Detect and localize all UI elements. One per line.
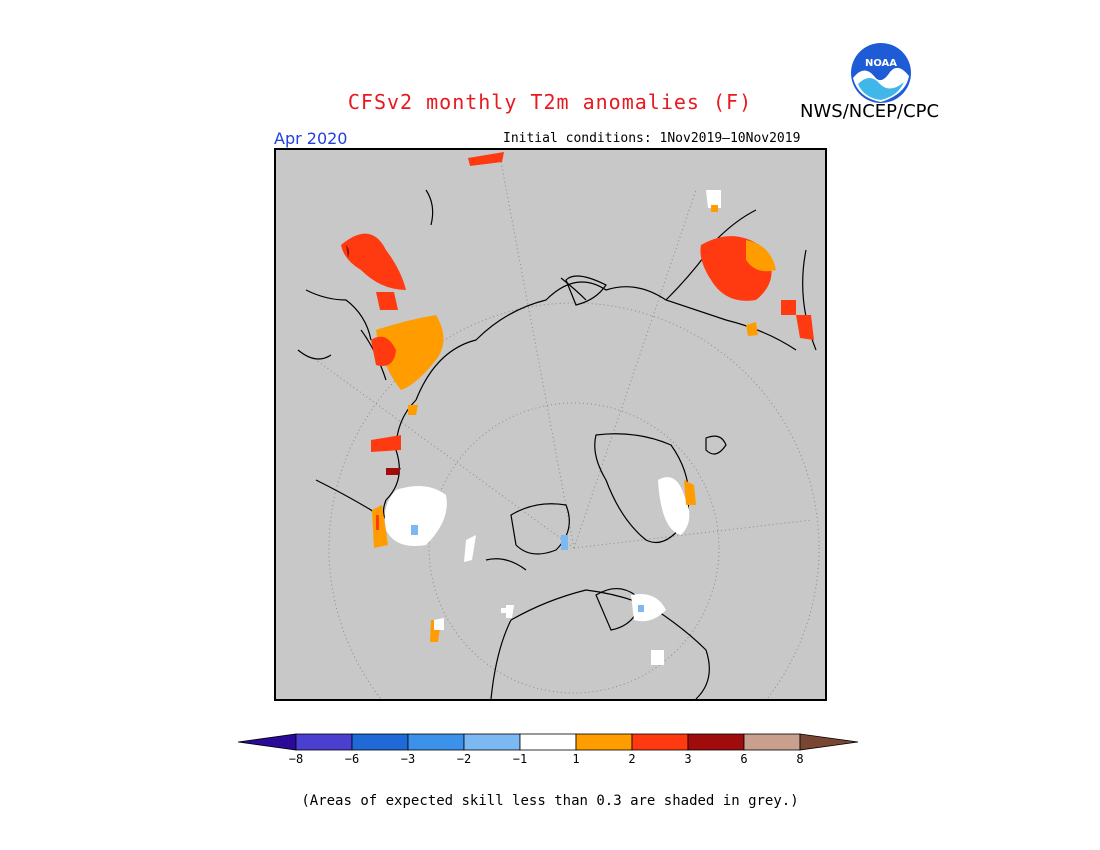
noaa-logo: NOAA <box>850 42 912 104</box>
graticule <box>315 161 820 699</box>
colorbar-swatch <box>351 733 409 751</box>
colorbar-tick-label: 1 <box>572 752 580 766</box>
colorbar-tick-label: −8 <box>288 752 304 766</box>
colorbar-tick-label: 3 <box>684 752 692 766</box>
colorbar-tick-label: 6 <box>740 752 748 766</box>
initial-conditions-label: Initial conditions: 1Nov2019–10Nov2019 <box>503 131 801 146</box>
colorbar-swatch <box>463 733 521 751</box>
colorbar-swatch <box>631 733 689 751</box>
logo-text: NOAA <box>865 58 897 69</box>
colorbar-swatch <box>743 733 801 751</box>
colorbar-tick-label: −2 <box>456 752 472 766</box>
colorbar-swatch <box>295 733 353 751</box>
colorbar-swatch <box>407 733 465 751</box>
polar-map <box>274 148 827 701</box>
agency-label: NWS/NCEP/CPC <box>800 101 940 122</box>
colorbar-swatch <box>519 733 577 751</box>
colorbar-swatch <box>575 733 633 751</box>
anomaly-shading <box>341 152 814 665</box>
colorbar-tick-label: −3 <box>400 752 416 766</box>
colorbar-low-triangle <box>237 733 297 751</box>
colorbar-tick-label: 8 <box>796 752 804 766</box>
colorbar-tick-label: −1 <box>512 752 528 766</box>
colorbar-tick-label: −6 <box>344 752 360 766</box>
valid-month-label: Apr 2020 <box>274 129 348 148</box>
chart-title: CFSv2 monthly T2m anomalies (F) <box>347 90 753 114</box>
colorbar <box>237 732 862 756</box>
footnote: (Areas of expected skill less than 0.3 a… <box>301 793 799 809</box>
colorbar-high-triangle <box>799 733 859 751</box>
colorbar-tick-label: 2 <box>628 752 636 766</box>
colorbar-swatch <box>687 733 745 751</box>
